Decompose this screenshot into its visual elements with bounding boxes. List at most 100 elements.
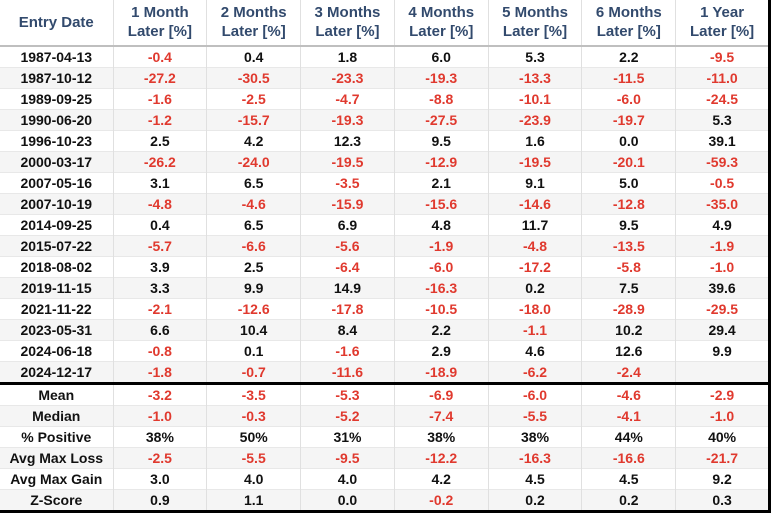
return-value-cell: 0.0 xyxy=(300,489,395,512)
return-value-cell: -16.3 xyxy=(393,277,489,299)
return-value-cell: 29.4 xyxy=(675,319,770,341)
return-value-cell: -16.6 xyxy=(581,447,676,469)
return-value-cell: -24.5 xyxy=(675,88,770,110)
return-value-cell: -8.8 xyxy=(393,88,489,110)
return-value-cell: -2.5 xyxy=(112,447,207,469)
column-header: 5 Months Later [%] xyxy=(487,0,582,47)
entry-date-cell: 2000-03-17 xyxy=(0,151,113,173)
summary-row: Avg Max Loss -2.5 -5.5 -9.5 -12.2 -16.3 -16.6-… xyxy=(0,447,770,469)
table-row: 2014-09-25 0.4 6.5 6.9 4.8 11.7 9.5 4.9 xyxy=(0,214,770,236)
return-value-cell: 0.9 xyxy=(112,489,207,512)
entry-date-cell: 2024-06-18 xyxy=(0,340,113,362)
return-value-cell: 12.3 xyxy=(300,130,395,152)
column-header: 2 Months Later [%] xyxy=(206,0,301,47)
return-value-cell: -6.0 xyxy=(393,256,489,278)
return-value-cell: -13.3 xyxy=(487,67,582,89)
return-value-cell: -18.9 xyxy=(393,361,489,384)
return-value-cell: -1.8 xyxy=(112,361,207,384)
return-value-cell: -0.8 xyxy=(112,340,207,362)
summary-label-cell: Mean xyxy=(0,383,113,406)
return-value-cell: 6.6 xyxy=(112,319,207,341)
return-value-cell: 2.1 xyxy=(393,172,489,194)
return-value-cell: -12.9 xyxy=(393,151,489,173)
return-value-cell: -19.5 xyxy=(300,151,395,173)
return-value-cell: 6.9 xyxy=(300,214,395,236)
summary-label-cell: Z-Score xyxy=(0,489,113,512)
return-value-cell: 1.1 xyxy=(206,489,301,512)
return-value-cell: -4.8 xyxy=(112,193,207,215)
summary-row: % Positive 38% 50% 31% 38% 38% 44% 40% xyxy=(0,426,770,448)
return-value-cell: -6.4 xyxy=(300,256,395,278)
return-value-cell: -3.2 xyxy=(112,383,207,406)
return-value-cell: 1.6 xyxy=(487,130,582,152)
entry-date-cell: 2019-11-15 xyxy=(0,277,113,299)
return-value-cell: -6.9 xyxy=(393,383,489,406)
return-value-cell: -28.9 xyxy=(581,298,676,320)
return-value-cell: -1.0 xyxy=(675,256,770,278)
table-row: 2018-08-02 3.9 2.5 -6.4 -6.0 -17.2 -5.8 -1.0 xyxy=(0,256,770,278)
return-value-cell: -14.6 xyxy=(487,193,582,215)
return-value-cell: -30.5 xyxy=(206,67,301,89)
column-header: 4 Months Later [%] xyxy=(393,0,489,47)
return-value-cell: -10.5 xyxy=(393,298,489,320)
return-value-cell: -5.5 xyxy=(487,405,582,427)
return-value-cell: 8.4 xyxy=(300,319,395,341)
return-value-cell: -23.3 xyxy=(300,67,395,89)
return-value-cell: -1.2 xyxy=(112,109,207,131)
return-value-cell: -9.5 xyxy=(300,447,395,469)
table-row: 2019-11-15 3.3 9.9 14.9 -16.3 0.2 7.5 39.6 xyxy=(0,277,770,299)
return-value-cell: 5.3 xyxy=(675,109,770,131)
return-value-cell: -5.7 xyxy=(112,235,207,257)
entry-date-cell: 2015-07-22 xyxy=(0,235,113,257)
return-value-cell: 38% xyxy=(393,426,489,448)
return-value-cell: -1.1 xyxy=(487,319,582,341)
entry-date-cell: 1989-09-25 xyxy=(0,88,113,110)
return-value-cell: -0.3 xyxy=(206,405,301,427)
return-value-cell: -15.7 xyxy=(206,109,301,131)
return-value-cell: -59.3 xyxy=(675,151,770,173)
return-value-cell: 2.2 xyxy=(393,319,489,341)
table-row: 2023-05-31 6.6 10.4 8.4 2.2 -1.1 10.2 29.4 xyxy=(0,319,770,341)
return-value-cell: 10.4 xyxy=(206,319,301,341)
return-value-cell: -5.6 xyxy=(300,235,395,257)
return-value-cell: 3.1 xyxy=(112,172,207,194)
return-value-cell: -15.6 xyxy=(393,193,489,215)
return-value-cell: -0.2 xyxy=(393,489,489,512)
return-value-cell: 14.9 xyxy=(300,277,395,299)
return-value-cell: -6.2 xyxy=(487,361,582,384)
return-value-cell: -18.0 xyxy=(487,298,582,320)
table-row: 2000-03-17 -26.2 -24.0 -19.5 -12.9 -19.5 -20.1… xyxy=(0,151,770,173)
entry-date-cell: 2014-09-25 xyxy=(0,214,113,236)
return-value-cell: 0.2 xyxy=(487,277,582,299)
return-value-cell: -11.5 xyxy=(581,67,676,89)
return-value-cell: 0.4 xyxy=(206,45,301,68)
entry-date-cell: 1990-06-20 xyxy=(0,109,113,131)
entry-date-cell: 2007-05-16 xyxy=(0,172,113,194)
return-value-cell: -1.0 xyxy=(112,405,207,427)
return-value-cell: -17.8 xyxy=(300,298,395,320)
return-value-cell: -2.5 xyxy=(206,88,301,110)
return-value-cell: 10.2 xyxy=(581,319,676,341)
return-value-cell: 3.9 xyxy=(112,256,207,278)
return-value-cell: -24.0 xyxy=(206,151,301,173)
table-body: 1987-04-13 -0.4 0.4 1.8 6.0 5.3 2.2 -9.5 1987-10… xyxy=(0,45,770,384)
return-value-cell: -2.9 xyxy=(675,383,770,406)
summary-label-cell: Avg Max Loss xyxy=(0,447,113,469)
return-value-cell: -21.7 xyxy=(675,447,770,469)
column-header: 1 Year Later [%] xyxy=(675,0,770,47)
return-value-cell: 4.2 xyxy=(206,130,301,152)
summary-row: Mean -3.2 -3.5 -5.3 -6.9 -6.0 -4.6 -2.9 xyxy=(0,383,770,406)
return-value-cell: -16.3 xyxy=(487,447,582,469)
return-value-cell: -27.5 xyxy=(393,109,489,131)
return-value-cell: -15.9 xyxy=(300,193,395,215)
summary-row: Median -1.0 -0.3 -5.2 -7.4 -5.5 -4.1 -1.0 xyxy=(0,405,770,427)
return-value-cell: -5.3 xyxy=(300,383,395,406)
table-row: 2021-11-22 -2.1 -12.6 -17.8 -10.5 -18.0 -28.9-… xyxy=(0,298,770,320)
performance-returns-table: Entry Date 1 Month Later [%] 2 Months Late… xyxy=(0,0,771,513)
return-value-cell: 31% xyxy=(300,426,395,448)
table-row: 2007-05-16 3.1 6.5 -3.5 2.1 9.1 5.0 -0.5 xyxy=(0,172,770,194)
table-row: 1989-09-25 -1.6 -2.5 -4.7 -8.8 -10.1 -6.0 -24.5 xyxy=(0,88,770,110)
return-value-cell: -3.5 xyxy=(206,383,301,406)
table-row: 1987-10-12 -27.2 -30.5 -23.3 -19.3 -13.3 -11.5… xyxy=(0,67,770,89)
return-value-cell: 9.5 xyxy=(581,214,676,236)
